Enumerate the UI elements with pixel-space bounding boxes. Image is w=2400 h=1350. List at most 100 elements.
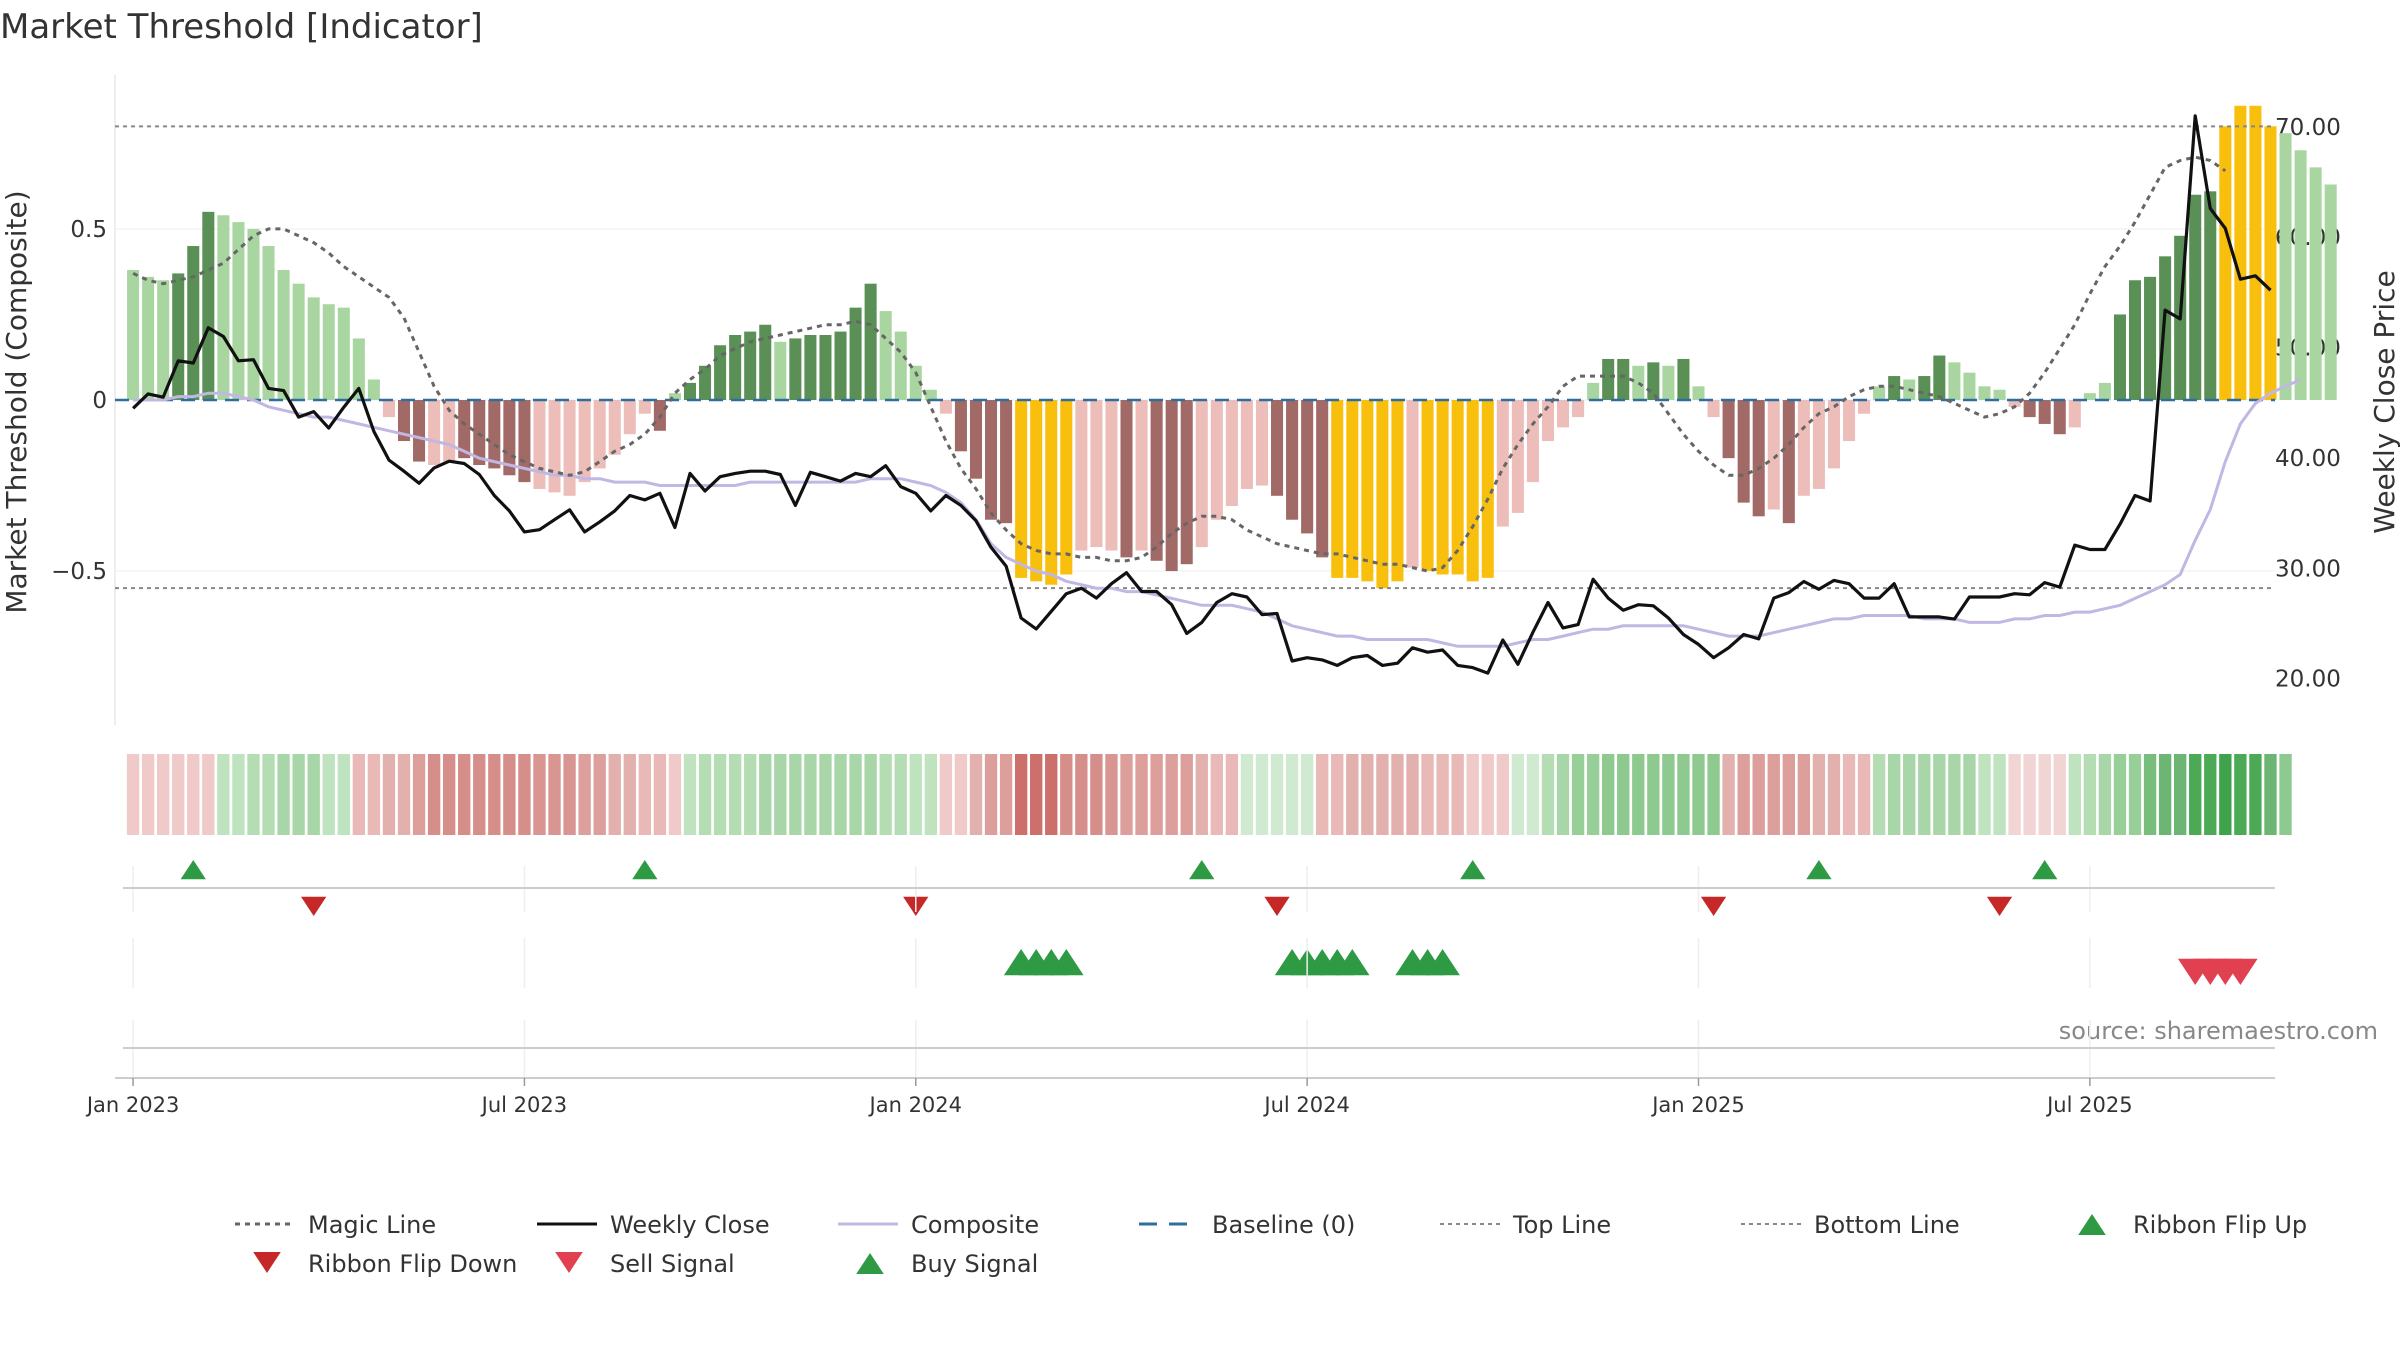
composite-bar	[939, 400, 952, 414]
ribbon-cell	[518, 754, 531, 835]
composite-bar	[533, 400, 546, 489]
legend-label: Magic Line	[308, 1211, 436, 1239]
composite-bar	[1948, 362, 1961, 400]
composite-bar	[337, 307, 350, 400]
composite-bar	[593, 400, 606, 469]
ribbon-cell	[2023, 754, 2036, 835]
composite-bar	[367, 379, 380, 400]
x-tick-label: Jul 2025	[2045, 1093, 2132, 1117]
ribbon-cell	[1225, 754, 1239, 835]
ribbon-cell	[247, 754, 260, 835]
composite-bar	[623, 400, 636, 435]
left-tick-label: 0	[92, 388, 107, 414]
composite-bar	[1421, 400, 1434, 572]
composite-bar	[894, 331, 907, 400]
ribbon-cell	[1421, 754, 1434, 835]
ribbon-flip-up-marker	[1460, 860, 1486, 880]
ribbon-cell	[1511, 754, 1525, 835]
legend-label: Top Line	[1512, 1211, 1611, 1239]
composite-bar	[1978, 386, 1991, 400]
ribbon-cell	[1662, 754, 1675, 835]
composite-bar	[1045, 400, 1058, 585]
composite-bar	[1858, 400, 1871, 414]
ribbon-flip-up-marker	[1189, 860, 1215, 880]
composite-bar	[1240, 400, 1253, 489]
ribbon-cell	[1406, 754, 1419, 835]
legend-label: Ribbon Flip Up	[2133, 1211, 2307, 1239]
ribbon-cell	[1707, 754, 1720, 835]
ribbon-cell	[1692, 754, 1705, 835]
ribbon-cell	[277, 754, 290, 835]
ribbon-cell	[2173, 754, 2187, 835]
ribbon-cell	[322, 754, 335, 835]
ribbon-cell	[2053, 754, 2066, 835]
composite-bar	[1210, 400, 1223, 520]
composite-bar	[2053, 400, 2066, 435]
composite-bar	[1316, 400, 1329, 558]
ribbon-cell	[1045, 754, 1058, 835]
ribbon-cell	[1842, 754, 1856, 835]
composite-bar	[1481, 400, 1494, 578]
ribbon-cell	[126, 754, 140, 835]
composite-bar	[1120, 400, 1133, 558]
ribbon-cell	[187, 754, 200, 835]
composite-bar	[142, 276, 155, 400]
composite-bar	[849, 307, 862, 400]
ribbon-cell	[1346, 754, 1359, 835]
ribbon-cell	[548, 754, 561, 835]
composite-bar	[2023, 400, 2036, 418]
composite-bar	[1677, 358, 1690, 400]
composite-bar	[1180, 400, 1193, 565]
composite-bar	[1391, 400, 1404, 582]
composite-bar	[1105, 400, 1118, 551]
ribbon-cell	[1255, 754, 1269, 835]
ribbon-cell	[1075, 754, 1088, 835]
magic-line	[132, 155, 2227, 573]
composite-bar	[1511, 400, 1524, 513]
ribbon-flip-up-marker	[1806, 860, 1832, 880]
ribbon-cell	[1014, 754, 1028, 835]
composite-bar	[172, 273, 185, 400]
ribbon-cell	[1300, 754, 1314, 835]
ribbon-cell	[1060, 754, 1073, 835]
composite-bar	[1496, 400, 1509, 527]
composite-bar	[2144, 276, 2157, 400]
composite-bar	[1933, 355, 1946, 400]
ribbon-cell	[1872, 754, 1886, 835]
legend-label: Ribbon Flip Down	[308, 1250, 517, 1278]
composite-bar	[2098, 382, 2111, 400]
ribbon-cell	[1466, 754, 1479, 835]
ribbon-cell	[1556, 754, 1570, 835]
ribbon-cell	[789, 754, 802, 835]
composite-bar	[1150, 400, 1163, 561]
ribbon-cell	[232, 754, 245, 835]
composite-bar	[2204, 191, 2217, 400]
x-tick-label: Jan 2024	[868, 1093, 963, 1117]
composite-bar	[2279, 133, 2292, 400]
legend-symbol	[253, 1252, 281, 1273]
signal-panel	[1003, 949, 2258, 985]
composite-bar	[1526, 400, 1539, 483]
composite-bar	[458, 400, 471, 459]
ribbon-cell	[1361, 754, 1374, 835]
composite-bar	[1993, 389, 2006, 400]
ribbon-flip-up-marker	[180, 860, 206, 880]
ribbon-cell	[2264, 754, 2277, 835]
ribbon-cell	[1436, 754, 1449, 835]
buy-signal-marker	[1335, 949, 1370, 976]
composite-bar	[2264, 126, 2277, 400]
composite-bar	[1722, 400, 1735, 459]
composite-bar	[1090, 400, 1103, 548]
composite-bar	[2113, 314, 2126, 400]
legend-symbol	[555, 1252, 583, 1273]
ribbon-cell	[412, 754, 426, 835]
ribbon-cell	[1105, 754, 1118, 835]
composite-bar	[1572, 400, 1585, 418]
ribbon-cell	[1722, 754, 1735, 835]
ribbon-cell	[623, 754, 636, 835]
composite-bar	[413, 400, 426, 462]
ribbon-cell	[2204, 754, 2217, 835]
buy-signal-marker	[1049, 949, 1084, 976]
composite-bar	[744, 331, 757, 400]
